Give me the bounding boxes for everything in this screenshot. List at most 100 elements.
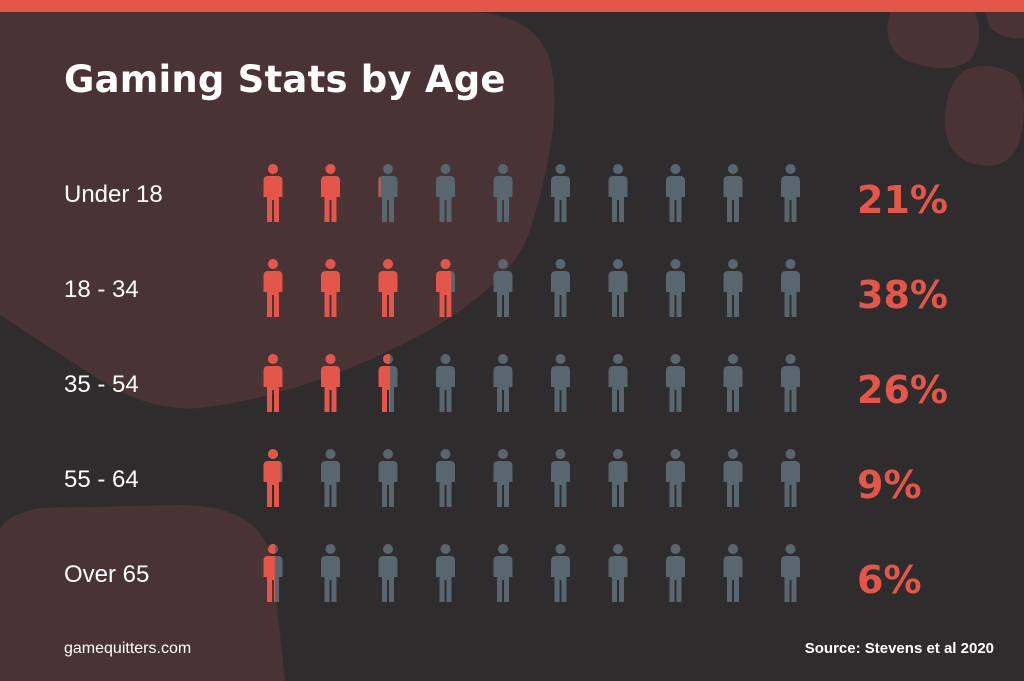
person-icon-base <box>781 164 800 222</box>
person-icon-base <box>608 259 628 317</box>
person-icon <box>723 164 743 222</box>
person-icon <box>436 449 455 507</box>
person-icon <box>321 164 340 222</box>
person-icon-base <box>666 544 685 602</box>
person-icon <box>493 164 513 222</box>
row-label-over-65: Over 65 <box>64 561 150 588</box>
person-icon <box>493 259 513 317</box>
person-icon <box>781 164 800 222</box>
value-label-under-18: 21% <box>857 178 948 222</box>
person-icon-base <box>723 544 743 602</box>
value-label-55-64: 9% <box>857 463 922 507</box>
person-icon-filled <box>263 164 283 222</box>
icon-row-55-64 <box>263 449 800 507</box>
person-icon <box>608 544 628 602</box>
person-icon-base <box>608 164 628 222</box>
person-icon <box>321 449 340 507</box>
person-icon <box>378 164 398 222</box>
person-icon <box>666 544 685 602</box>
person-icon-base <box>608 449 628 507</box>
person-icon-base <box>551 449 570 507</box>
person-icon <box>493 449 513 507</box>
person-icon-base <box>666 449 685 507</box>
person-icon-base <box>378 449 398 507</box>
person-icon <box>321 544 340 602</box>
row-label-under-18: Under 18 <box>64 181 163 208</box>
background-blob-right <box>945 66 1024 166</box>
person-icon-base <box>723 449 743 507</box>
person-icon <box>666 259 685 317</box>
person-icon-base <box>666 259 685 317</box>
person-icon-base <box>723 354 743 412</box>
person-icon <box>321 259 340 317</box>
person-icon-base <box>436 164 455 222</box>
person-icon <box>378 354 398 412</box>
person-icon <box>608 449 628 507</box>
person-icon-base <box>436 449 455 507</box>
row-label-55-64: 55 - 64 <box>64 466 139 493</box>
person-icon <box>723 544 743 602</box>
person-icon-base <box>608 544 628 602</box>
person-icon <box>781 449 800 507</box>
person-icon-filled <box>263 544 275 602</box>
person-icon <box>666 354 685 412</box>
background-blob-corner <box>985 12 1024 39</box>
person-icon-base <box>781 354 800 412</box>
person-icon-base <box>666 164 685 222</box>
person-icon-filled <box>436 259 452 317</box>
person-icon <box>321 354 340 412</box>
chart-title: Gaming Stats by Age <box>64 58 506 101</box>
value-label-35-54: 26% <box>857 368 948 412</box>
background-blob-top-right <box>887 12 979 69</box>
value-label-over-65: 6% <box>857 558 922 602</box>
person-icon-base <box>493 164 513 222</box>
person-icon <box>263 259 283 317</box>
person-icon-filled <box>321 354 340 412</box>
person-icon <box>608 259 628 317</box>
website-credit: gamequitters.com <box>64 640 192 657</box>
person-icon <box>723 354 743 412</box>
row-label-35-54: 35 - 54 <box>64 371 139 398</box>
person-icon-filled <box>263 449 281 507</box>
person-icon-base <box>493 354 513 412</box>
person-icon <box>781 544 800 602</box>
person-icon <box>263 449 283 507</box>
person-icon-base <box>378 544 398 602</box>
person-icon <box>263 544 283 602</box>
person-icon-filled <box>263 259 283 317</box>
top-accent-bar <box>0 0 1024 12</box>
person-icon <box>551 449 570 507</box>
icon-row-under-18 <box>263 164 800 222</box>
person-icon-base <box>723 259 743 317</box>
person-icon <box>436 544 455 602</box>
person-icon <box>666 449 685 507</box>
person-icon <box>436 164 455 222</box>
person-icon <box>723 259 743 317</box>
person-icon-base <box>493 449 513 507</box>
person-icon <box>436 259 455 317</box>
person-icon-base <box>781 259 800 317</box>
person-icon-base <box>493 544 513 602</box>
person-icon-base <box>493 259 513 317</box>
person-icon <box>436 354 455 412</box>
person-icon-base <box>321 544 340 602</box>
person-icon <box>551 164 570 222</box>
person-icon-base <box>551 544 570 602</box>
person-icon-base <box>666 354 685 412</box>
person-icon-filled <box>378 354 390 412</box>
person-icon <box>723 449 743 507</box>
person-icon-base <box>781 449 800 507</box>
person-icon-filled <box>378 176 381 197</box>
person-icon-base <box>551 354 570 412</box>
background-blob-bottom <box>0 505 285 681</box>
person-icon-base <box>608 354 628 412</box>
person-icon <box>551 354 570 412</box>
person-icon-base <box>723 164 743 222</box>
person-icon-base <box>321 449 340 507</box>
icon-row-35-54 <box>263 354 800 412</box>
person-icon <box>551 259 570 317</box>
person-icon <box>378 259 398 317</box>
person-icon-base <box>551 259 570 317</box>
person-icon-base <box>378 164 398 222</box>
